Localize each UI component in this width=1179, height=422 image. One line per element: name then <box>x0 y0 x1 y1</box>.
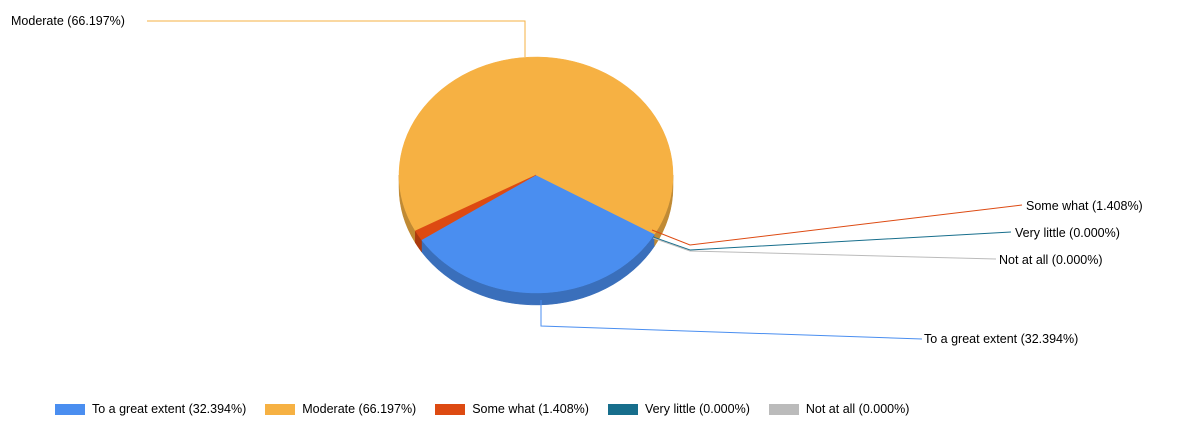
pie-slice-moderate <box>398 56 674 235</box>
legend-label-to-a-great-extent: To a great extent (32.394%) <box>92 402 247 416</box>
leader-line-to-a-great-extent <box>540 300 923 340</box>
legend-swatch-to-a-great-extent <box>55 403 85 415</box>
legend-swatch-not-at-all <box>768 403 799 415</box>
leader-line-group <box>147 20 1023 340</box>
legend-item-to-a-great-extent: To a great extent (32.394%) <box>55 402 246 416</box>
slice-label-to-a-great-extent: To a great extent (32.394%) <box>924 332 1078 346</box>
leader-line-not-at-all <box>652 237 997 260</box>
legend-label-moderate: Moderate (66.197%) <box>302 402 417 416</box>
legend-swatch-some-what <box>435 403 466 415</box>
legend-item-moderate: Moderate (66.197%) <box>265 402 416 416</box>
leader-line-some-what <box>651 204 1023 246</box>
legend-swatch-very-little <box>607 403 638 415</box>
legend-label-not-at-all: Not at all (0.000%) <box>805 402 910 416</box>
pie-slice-some-what <box>414 174 537 241</box>
slice-label-not-at-all: Not at all (0.000%) <box>999 253 1103 267</box>
legend-label-some-what: Some what (1.408%) <box>472 402 589 416</box>
legend-item-not-at-all: Not at all (0.000%) <box>768 402 910 416</box>
slice-label-moderate: Moderate (66.197%) <box>11 14 125 28</box>
legend-swatch-moderate <box>265 403 296 415</box>
legend-item-some-what: Some what (1.408%) <box>435 402 589 416</box>
pie-top-group <box>398 56 674 294</box>
slice-label-group: To a great extent (32.394%) Moderate (66.… <box>11 14 1143 346</box>
slice-label-very-little: Very little (0.000%) <box>1015 226 1120 240</box>
slice-label-some-what: Some what (1.408%) <box>1026 199 1143 213</box>
legend-item-very-little: Very little (0.000%) <box>607 402 750 416</box>
leader-line-moderate <box>147 20 526 57</box>
leader-line-very-little <box>652 231 1012 251</box>
legend-label-very-little: Very little (0.000%) <box>644 402 750 416</box>
chart-legend: To a great extent (32.394%) Moderate (66.… <box>55 400 928 418</box>
pie-slice-to-a-great-extent <box>421 174 655 294</box>
